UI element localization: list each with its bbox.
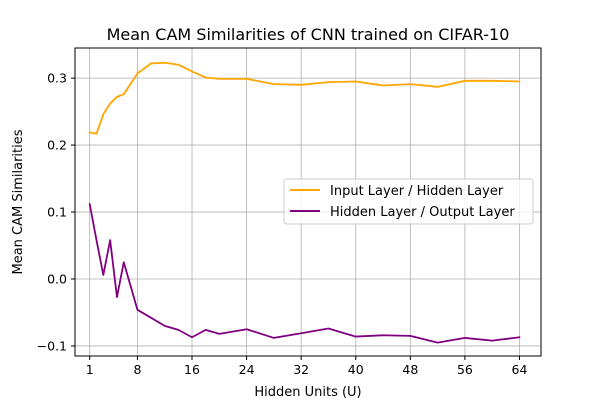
series-hidden-output-point-0 bbox=[88, 203, 90, 205]
x-tick-label-1: 8 bbox=[133, 362, 141, 377]
series-lines bbox=[88, 61, 521, 344]
series-input-hidden-point-23 bbox=[518, 80, 520, 82]
y-axis-label: Mean CAM Similarities bbox=[11, 129, 26, 274]
series-input-hidden-point-10 bbox=[191, 70, 193, 72]
series-input-hidden-point-19 bbox=[409, 83, 411, 85]
series-hidden-output-point-10 bbox=[191, 336, 193, 338]
axis-ticks: 1 8 16 24 32 40 48 56 64 −0.1 0.0 0.1 0.2 0.3 bbox=[37, 71, 528, 377]
series-input-hidden-point-13 bbox=[245, 78, 247, 80]
series-input-hidden-point-22 bbox=[491, 80, 493, 82]
x-axis-label: Hidden Units (U) bbox=[254, 385, 361, 400]
series-hidden-output-point-15 bbox=[300, 332, 302, 334]
series-hidden-output-point-16 bbox=[327, 327, 329, 329]
legend-label-hidden-output: Hidden Layer / Output Layer bbox=[330, 205, 515, 220]
legend-box bbox=[283, 178, 534, 225]
x-tick-label-0: 1 bbox=[86, 362, 94, 377]
series-input-hidden-point-17 bbox=[355, 80, 357, 82]
series-hidden-output-point-8 bbox=[164, 325, 166, 327]
y-tick-label-2: 0.1 bbox=[47, 205, 67, 220]
series-input-hidden-point-3 bbox=[109, 102, 111, 104]
series-input-hidden-point-7 bbox=[150, 62, 152, 64]
series-hidden-output-point-2 bbox=[102, 274, 104, 276]
y-tick-label-1: 0.0 bbox=[47, 272, 67, 287]
series-input-hidden-point-21 bbox=[464, 80, 466, 82]
series-input-hidden-point-5 bbox=[123, 93, 125, 95]
series-hidden-output-point-14 bbox=[273, 337, 275, 339]
series-hidden-output-point-1 bbox=[95, 239, 97, 241]
series-hidden-output-point-3 bbox=[109, 239, 111, 241]
y-tick-label-3: 0.2 bbox=[47, 138, 67, 153]
series-input-hidden-point-18 bbox=[382, 84, 384, 86]
series-hidden-output-point-12 bbox=[218, 333, 220, 335]
series-hidden-output-point-4 bbox=[116, 296, 118, 298]
series-hidden-output-point-7 bbox=[150, 317, 152, 319]
series-hidden-output-point-11 bbox=[204, 329, 206, 331]
chart-title: Mean CAM Similarities of CNN trained on … bbox=[107, 25, 510, 44]
series-hidden-output-point-13 bbox=[245, 328, 247, 330]
series-hidden-output-point-19 bbox=[409, 335, 411, 337]
series-hidden-output-point-22 bbox=[491, 339, 493, 341]
series-hidden-output-point-9 bbox=[177, 329, 179, 331]
x-tick-label-3: 24 bbox=[239, 362, 255, 377]
legend: Input Layer / Hidden Layer Hidden Layer … bbox=[283, 178, 534, 225]
series-input-hidden-point-16 bbox=[327, 81, 329, 83]
series-input-hidden-point-20 bbox=[436, 86, 438, 88]
series-hidden-output-line bbox=[88, 203, 521, 344]
series-hidden-output-point-18 bbox=[382, 334, 384, 336]
y-tick-label-4: 0.3 bbox=[47, 71, 67, 86]
series-input-hidden-point-9 bbox=[177, 64, 179, 66]
series-input-hidden-point-14 bbox=[273, 83, 275, 85]
series-input-hidden-point-11 bbox=[204, 76, 206, 78]
grid-lines bbox=[75, 48, 541, 356]
series-hidden-output-point-17 bbox=[355, 335, 357, 337]
series-hidden-output-point-5 bbox=[123, 261, 125, 263]
series-input-hidden-point-2 bbox=[102, 113, 104, 115]
x-tick-label-2: 16 bbox=[184, 362, 200, 377]
x-tick-label-7: 56 bbox=[457, 362, 473, 377]
series-input-hidden-point-8 bbox=[164, 62, 166, 64]
series-input-hidden-point-0 bbox=[88, 131, 90, 133]
series-input-hidden-point-15 bbox=[300, 84, 302, 86]
plot-frame bbox=[74, 47, 542, 357]
x-tick-label-5: 40 bbox=[348, 362, 364, 377]
series-input-hidden-line bbox=[88, 61, 521, 135]
legend-label-input-hidden: Input Layer / Hidden Layer bbox=[330, 184, 504, 199]
series-hidden-output-point-20 bbox=[436, 341, 438, 343]
x-tick-label-6: 48 bbox=[402, 362, 418, 377]
x-tick-label-4: 32 bbox=[293, 362, 309, 377]
series-input-hidden-point-1 bbox=[95, 133, 97, 135]
series-input-hidden-point-12 bbox=[218, 78, 220, 80]
series-hidden-output-point-23 bbox=[518, 336, 520, 338]
series-hidden-output-point-6 bbox=[136, 309, 138, 311]
series-input-hidden-point-4 bbox=[116, 96, 118, 98]
series-input-hidden-point-6 bbox=[136, 72, 138, 74]
x-tick-label-8: 64 bbox=[512, 362, 528, 377]
series-hidden-output-point-21 bbox=[464, 337, 466, 339]
y-tick-label-0: −0.1 bbox=[37, 338, 67, 353]
